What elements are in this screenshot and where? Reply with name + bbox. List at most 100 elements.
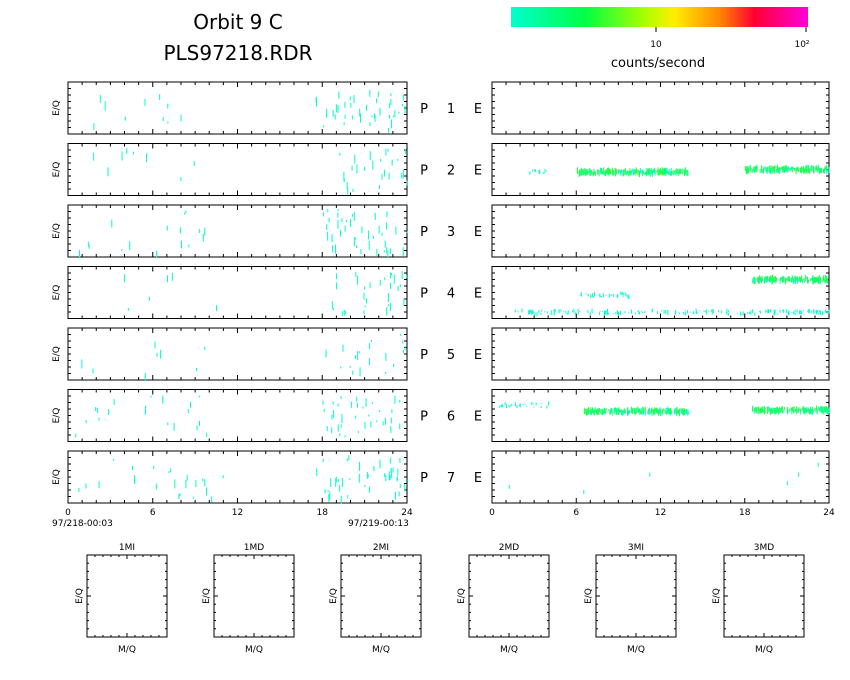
count-mark: [812, 278, 814, 284]
count-mark: [395, 491, 397, 496]
count-mark: [348, 455, 350, 461]
count-mark: [613, 170, 615, 173]
row-p-label: P: [420, 225, 428, 240]
count-mark: [657, 311, 659, 315]
count-mark: [383, 250, 385, 253]
count-mark: [331, 301, 333, 310]
count-mark: [684, 409, 686, 412]
count-mark: [643, 408, 645, 415]
count-mark: [766, 406, 768, 411]
mq-panel-2: 1MD M/Q E/Q: [202, 543, 295, 655]
count-mark: [679, 168, 681, 174]
count-mark: [389, 272, 391, 279]
count-mark: [721, 310, 723, 314]
count-mark: [650, 167, 652, 174]
count-mark: [597, 171, 599, 175]
count-mark: [819, 277, 821, 284]
count-mark: [683, 170, 685, 177]
count-mark: [816, 278, 818, 283]
count-mark: [811, 165, 813, 170]
count-mark: [769, 277, 771, 283]
count-mark: [681, 409, 683, 414]
count-mark: [393, 363, 395, 367]
count-mark: [369, 122, 371, 127]
count-mark: [390, 469, 392, 479]
count-mark: [529, 309, 531, 313]
count-mark: [809, 312, 811, 314]
count-mark: [798, 276, 800, 282]
count-mark: [651, 308, 653, 313]
count-mark: [620, 409, 622, 413]
count-mark: [403, 298, 405, 306]
count-mark: [761, 410, 763, 413]
count-mark: [355, 271, 357, 277]
count-mark: [377, 91, 379, 98]
count-mark: [167, 121, 169, 124]
count-mark: [632, 170, 634, 176]
count-mark: [683, 408, 685, 414]
count-mark: [595, 409, 597, 413]
count-mark: [803, 313, 805, 315]
count-mark: [774, 169, 776, 172]
count-mark: [612, 169, 614, 174]
count-mark: [782, 166, 784, 170]
count-mark: [787, 311, 789, 316]
row-p-label: P: [420, 471, 428, 486]
count-mark: [797, 410, 799, 413]
count-mark: [398, 111, 400, 114]
count-mark: [353, 237, 355, 247]
count-mark: [171, 272, 173, 281]
count-mark: [612, 171, 614, 177]
count-mark: [654, 407, 656, 414]
count-mark: [390, 98, 392, 105]
count-mark: [675, 172, 677, 176]
count-mark: [331, 414, 333, 420]
row-1: E/Q P 1 E: [52, 81, 830, 135]
mq-ylabel: E/Q: [712, 588, 722, 604]
count-mark: [196, 425, 198, 431]
count-mark: [807, 309, 809, 314]
count-mark: [539, 169, 541, 173]
count-mark: [607, 167, 609, 174]
count-mark: [391, 409, 393, 414]
count-mark: [685, 312, 687, 316]
count-mark: [827, 169, 829, 173]
count-mark: [387, 127, 389, 133]
count-mark: [347, 495, 349, 499]
count-mark: [586, 171, 588, 175]
count-mark: [650, 410, 652, 414]
file-title: PLS97218.RDR: [163, 41, 312, 65]
count-mark: [639, 408, 641, 414]
count-mark: [764, 407, 766, 410]
count-mark: [528, 310, 530, 313]
count-mark: [757, 277, 759, 282]
count-mark: [515, 402, 517, 407]
count-mark: [822, 311, 824, 316]
count-mark: [717, 310, 719, 313]
count-mark: [167, 422, 169, 426]
count-mark: [766, 169, 768, 172]
count-mark: [344, 101, 346, 108]
count-mark: [189, 401, 191, 408]
count-mark: [337, 219, 339, 229]
count-mark: [334, 114, 336, 120]
count-mark: [326, 108, 328, 118]
count-mark: [315, 96, 317, 103]
row-e-label: E: [474, 225, 482, 240]
count-mark: [664, 410, 666, 414]
count-mark: [332, 245, 334, 253]
count-mark: [689, 311, 691, 313]
count-mark: [654, 169, 656, 176]
count-mark: [694, 312, 696, 314]
count-mark: [687, 170, 689, 177]
count-mark: [364, 166, 366, 171]
count-mark: [766, 279, 768, 282]
count-mark: [383, 169, 385, 177]
count-mark: [599, 310, 601, 312]
count-mark: [801, 407, 803, 411]
count-mark: [726, 311, 728, 315]
left-x-tick-label: 12: [232, 508, 243, 518]
count-mark: [131, 465, 133, 470]
count-mark: [618, 169, 620, 173]
count-mark: [599, 167, 601, 173]
